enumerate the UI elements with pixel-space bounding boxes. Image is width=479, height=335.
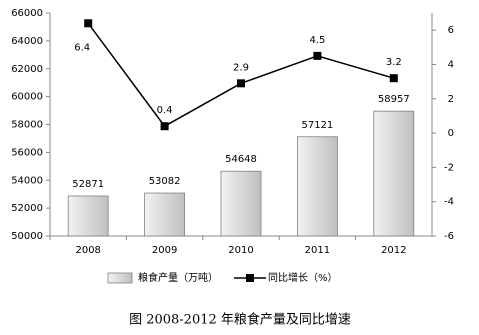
line-marker — [237, 79, 245, 88]
line-marker — [160, 122, 169, 131]
bar — [373, 110, 415, 237]
y2-tick-label: -2 — [444, 162, 454, 173]
y2-tick-label: -4 — [444, 197, 454, 208]
y-tick-label: 56000 — [11, 147, 43, 158]
y-tick-label: 50000 — [11, 231, 43, 242]
bar-value-label: 52871 — [72, 179, 104, 190]
line-value-label: 2.9 — [233, 62, 249, 73]
y-tick-label: 54000 — [11, 175, 43, 186]
y-tick-label: 64000 — [11, 36, 43, 47]
y2-tick-label: 6 — [448, 25, 454, 36]
y-tick-label: 60000 — [11, 92, 43, 103]
x-tick-label: 2009 — [152, 245, 177, 256]
line-marker — [313, 51, 322, 60]
line-marker — [84, 19, 93, 28]
y2-tick-label: 4 — [448, 59, 454, 70]
line-value-label: 0.4 — [157, 105, 173, 116]
bar-value-label: 54648 — [225, 154, 257, 165]
line-value-label: 3.2 — [386, 57, 402, 68]
chart-title: 图 2008-2012 年粮食产量及同比增速 — [129, 312, 351, 328]
bar — [296, 136, 338, 237]
y-tick-label: 58000 — [11, 120, 43, 131]
x-tick-label: 2008 — [75, 245, 100, 256]
bar — [67, 195, 109, 237]
x-tick-label: 2010 — [228, 245, 253, 256]
y2-tick-label: 0 — [448, 128, 454, 139]
legend-swatch — [107, 272, 133, 284]
bar — [144, 192, 186, 237]
line-value-label: 4.5 — [309, 35, 325, 46]
bar-value-label: 58957 — [378, 94, 410, 105]
y2-tick-label: 2 — [448, 94, 454, 105]
y-tick-label: 66000 — [11, 8, 43, 19]
line-marker — [389, 74, 398, 83]
bar — [220, 170, 262, 237]
y2-tick-label: -6 — [444, 231, 454, 242]
x-tick-label: 2011 — [305, 245, 330, 256]
bar-value-label: 57121 — [301, 120, 333, 131]
y-tick-label: 62000 — [11, 64, 43, 75]
line-value-label: 6.4 — [74, 42, 90, 53]
legend-marker — [246, 274, 254, 282]
bar-value-label: 53082 — [149, 176, 181, 187]
y-tick-label: 52000 — [11, 203, 43, 214]
legend-label: 同比增长（%） — [268, 271, 338, 284]
legend-label: 粮食产量（万吨） — [138, 271, 218, 284]
x-tick-label: 2012 — [381, 245, 406, 256]
